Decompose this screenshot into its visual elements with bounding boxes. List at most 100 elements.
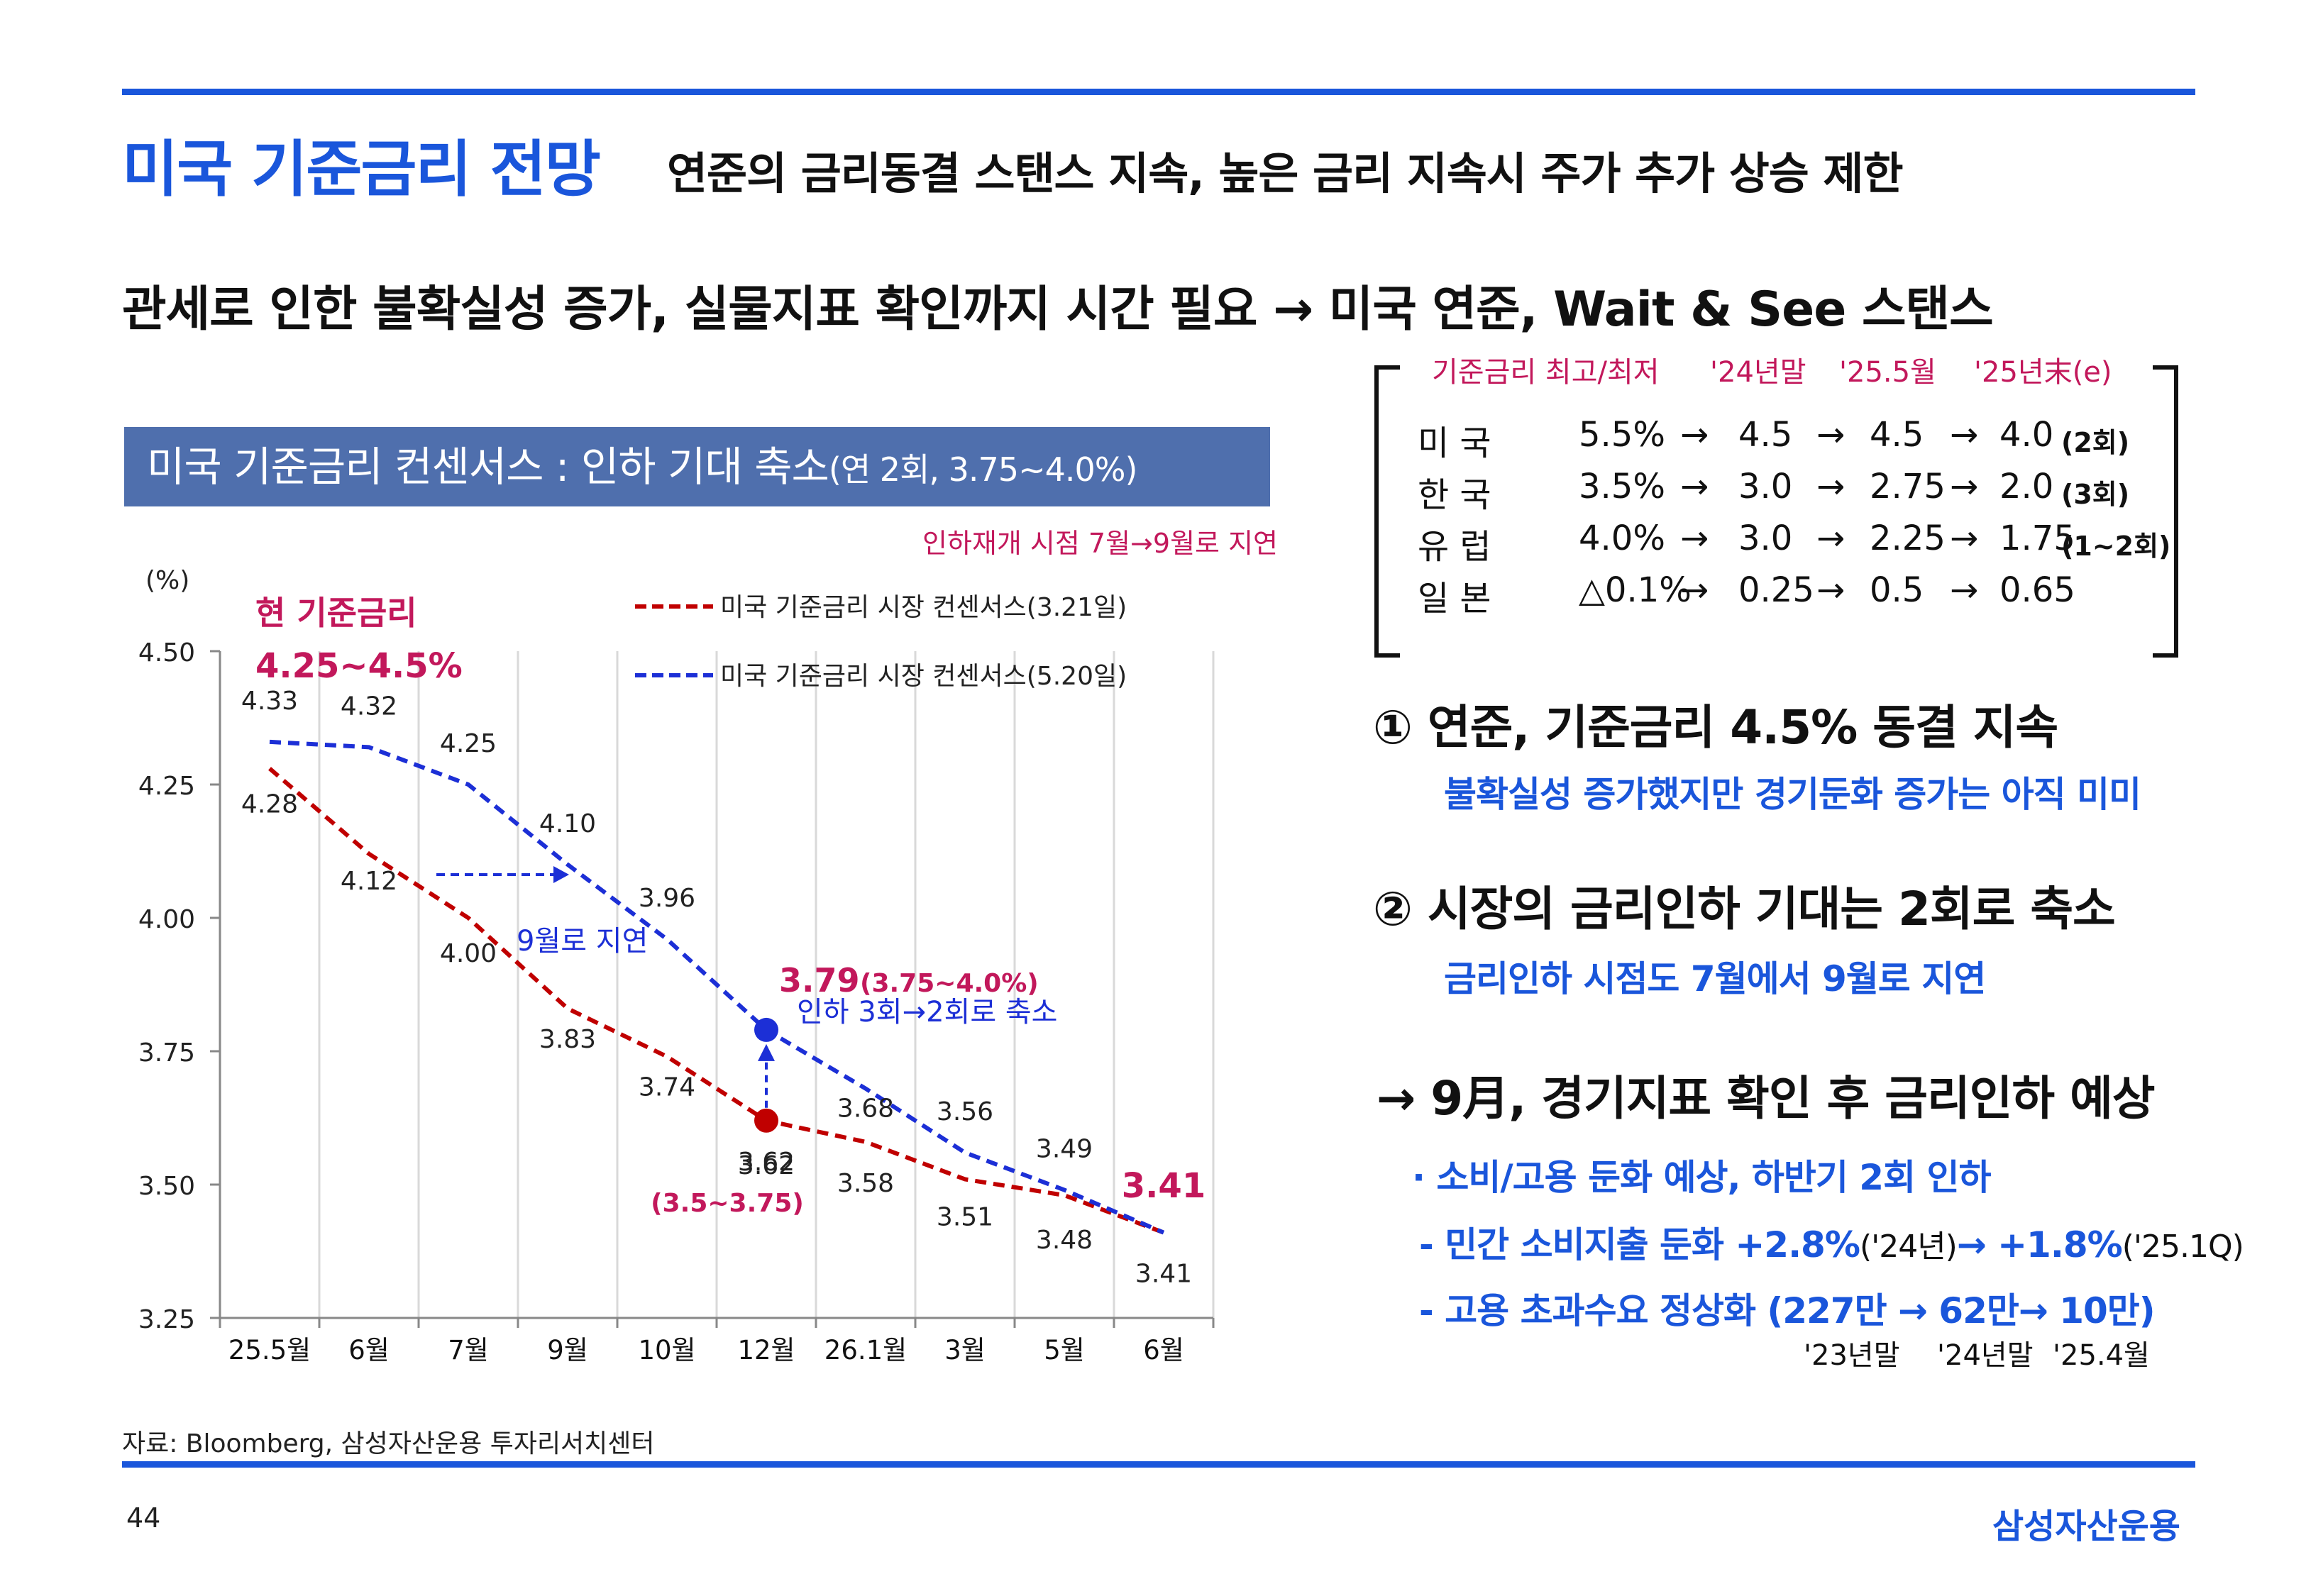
- point-2-sub: 금리인하 시점도 7월에서 9월로 지연: [1444, 958, 1986, 999]
- table-header-col1: '24년말: [1710, 356, 1806, 389]
- dec-point-march: [754, 1108, 778, 1133]
- table-country: 미 국: [1418, 423, 1491, 463]
- table-note: (2회): [2061, 427, 2130, 458]
- x-tick-label: 6월: [348, 1335, 390, 1365]
- legend-label-may: 미국 기준금리 시장 컨센서스(5.20일): [720, 662, 1127, 691]
- x-tick-label: 3월: [944, 1335, 986, 1365]
- table-arrow: →: [1680, 519, 1709, 558]
- table-header-label: 기준금리 최고/최저: [1432, 356, 1660, 389]
- table-value: 4.5: [1738, 415, 1793, 455]
- dec-value-march: 3.62: [738, 1151, 795, 1180]
- table-value: 3.5%: [1579, 467, 1665, 506]
- bottom-rule: [122, 1461, 2195, 1468]
- page-title: 미국 기준금리 전망: [122, 134, 601, 205]
- bullet-consumption-d: ('25.1Q): [2122, 1229, 2244, 1265]
- y-tick-label: 3.25: [138, 1305, 195, 1334]
- table-value: 0.25: [1738, 570, 1814, 610]
- y-tick-label: 4.00: [138, 905, 195, 934]
- chart-banner-main: 미국 기준금리 컨센서스 : 인하 기대 축소: [147, 443, 829, 491]
- dec-range-march: (3.5~3.75): [651, 1189, 804, 1218]
- table-arrow: →: [1680, 467, 1709, 506]
- table-arrow: →: [1816, 467, 1846, 506]
- current-rate-value: 4.25~4.5%: [255, 646, 463, 686]
- data-label-may: 3.68: [837, 1095, 894, 1124]
- bullet-consumption-c: → +1.8%: [1956, 1224, 2123, 1265]
- table-value: 2.0: [1999, 467, 2054, 506]
- x-tick-label: 5월: [1044, 1335, 1085, 1365]
- table-value: 0.5: [1870, 570, 1924, 610]
- table-arrow: →: [1950, 570, 1979, 610]
- table-note: (1~2회): [2061, 531, 2171, 562]
- source-note: 자료: Bloomberg, 삼성자산운용 투자리서치센터: [122, 1429, 655, 1458]
- bullet-consumption-employment: · 소비/고용 둔화 예상, 하반기 2회 인하: [1412, 1157, 1991, 1198]
- table-note: (3회): [2061, 479, 2130, 510]
- table-arrow: →: [1816, 415, 1846, 455]
- table-arrow: →: [1680, 570, 1709, 610]
- table-value: 5.5%: [1579, 415, 1665, 455]
- table-arrow: →: [1950, 467, 1979, 506]
- table-value: 4.0: [1999, 415, 2054, 455]
- dec-point-may: [754, 1017, 778, 1042]
- page-number: 44: [126, 1502, 161, 1534]
- bullet-consumption: - 민간 소비지출 둔화 +2.8%('24년)→ +1.8%('25.1Q): [1419, 1217, 2244, 1268]
- end-value-label: 3.41: [1122, 1166, 1206, 1206]
- headline: 관세로 인한 불확실성 증가, 실물지표 확인까지 시간 필요 → 미국 연준,…: [122, 282, 1994, 338]
- y-tick-label: 4.50: [138, 638, 195, 667]
- data-label-march: 3.48: [1036, 1226, 1093, 1255]
- series-line-may: [269, 739, 1165, 1235]
- delay-arrowhead: [553, 866, 569, 883]
- table-bracket-right: [2153, 365, 2178, 658]
- table-country: 일 본: [1418, 579, 1491, 619]
- delay-label: 9월로 지연: [517, 925, 648, 958]
- x-tick-label: 25.5월: [228, 1335, 311, 1365]
- cut-change-label: 인하 3회→2회로 축소: [797, 996, 1057, 1029]
- table-value: 0.65: [1999, 570, 2075, 610]
- data-label-march: 3.74: [639, 1073, 695, 1102]
- data-label-march: 4.00: [440, 939, 497, 968]
- bullet-employment: - 고용 초과수요 정상화 (227만 → 62만→ 10만): [1419, 1290, 2156, 1331]
- chart-annotations: 미국 기준금리 시장 컨센서스(3.21일) 미국 기준금리 시장 컨센서스(5.…: [255, 593, 1206, 1218]
- table-arrow: →: [1816, 570, 1846, 610]
- bullet-consumption-a: - 민간 소비지출 둔화 +2.8%: [1419, 1224, 1860, 1265]
- data-label-march: 3.58: [837, 1169, 894, 1198]
- table-value: 4.5: [1870, 415, 1924, 455]
- year-label-23: '23년말: [1804, 1339, 1900, 1372]
- cut-arrowhead: [758, 1043, 775, 1061]
- data-label-may: 4.33: [241, 687, 298, 716]
- table-header-col3: '25년末(e): [1974, 356, 2112, 389]
- x-tick-label: 6월: [1143, 1335, 1184, 1365]
- y-axis-label: (%): [145, 566, 189, 595]
- point-1-title: ① 연준, 기준금리 4.5% 동결 지속: [1373, 700, 2058, 755]
- table-value: 3.0: [1738, 467, 1793, 506]
- dec-range-may: (3.75~4.0%): [860, 969, 1039, 998]
- data-label-may: 4.10: [539, 809, 596, 838]
- dec-value-may: 3.79: [779, 961, 860, 999]
- y-tick-label: 3.75: [138, 1038, 195, 1068]
- y-tick-label: 4.25: [138, 772, 195, 801]
- point-1-sub: 불확실성 증가했지만 경기둔화 증가는 아직 미미: [1444, 774, 2141, 815]
- table-value: 2.75: [1870, 467, 1946, 506]
- data-label-march: 3.62: [738, 1148, 795, 1177]
- data-label-may: 3.49: [1036, 1135, 1093, 1164]
- y-tick-label: 3.50: [138, 1172, 195, 1201]
- data-label-may: 4.25: [440, 729, 497, 758]
- x-tick-label: 26.1월: [824, 1335, 907, 1365]
- data-label-march: 4.28: [241, 789, 298, 819]
- point-2-title: ② 시장의 금리인하 기대는 2회로 축소: [1373, 882, 2116, 936]
- table-bracket-left: [1374, 365, 1400, 658]
- current-rate-label: 현 기준금리: [255, 594, 417, 632]
- series-line-march: [268, 767, 1165, 1235]
- bullet-consumption-b: ('24년): [1859, 1229, 1958, 1265]
- table-value: 3.0: [1738, 519, 1793, 558]
- conclusion: → 9月, 경기지표 확인 후 금리인하 예상: [1377, 1071, 2156, 1126]
- table-header-col2: '25.5월: [1839, 356, 1936, 389]
- x-tick-label: 9월: [547, 1335, 588, 1365]
- table-value: 2.25: [1870, 519, 1946, 558]
- year-label-25: '25.4월: [2053, 1339, 2150, 1372]
- top-rule: [122, 89, 2195, 95]
- table-country: 유 럽: [1418, 527, 1491, 567]
- delay-note: 인하재개 시점 7월→9월로 지연: [922, 528, 1278, 559]
- data-label-march: 3.83: [539, 1025, 596, 1054]
- table-value: △0.1%: [1579, 570, 1692, 610]
